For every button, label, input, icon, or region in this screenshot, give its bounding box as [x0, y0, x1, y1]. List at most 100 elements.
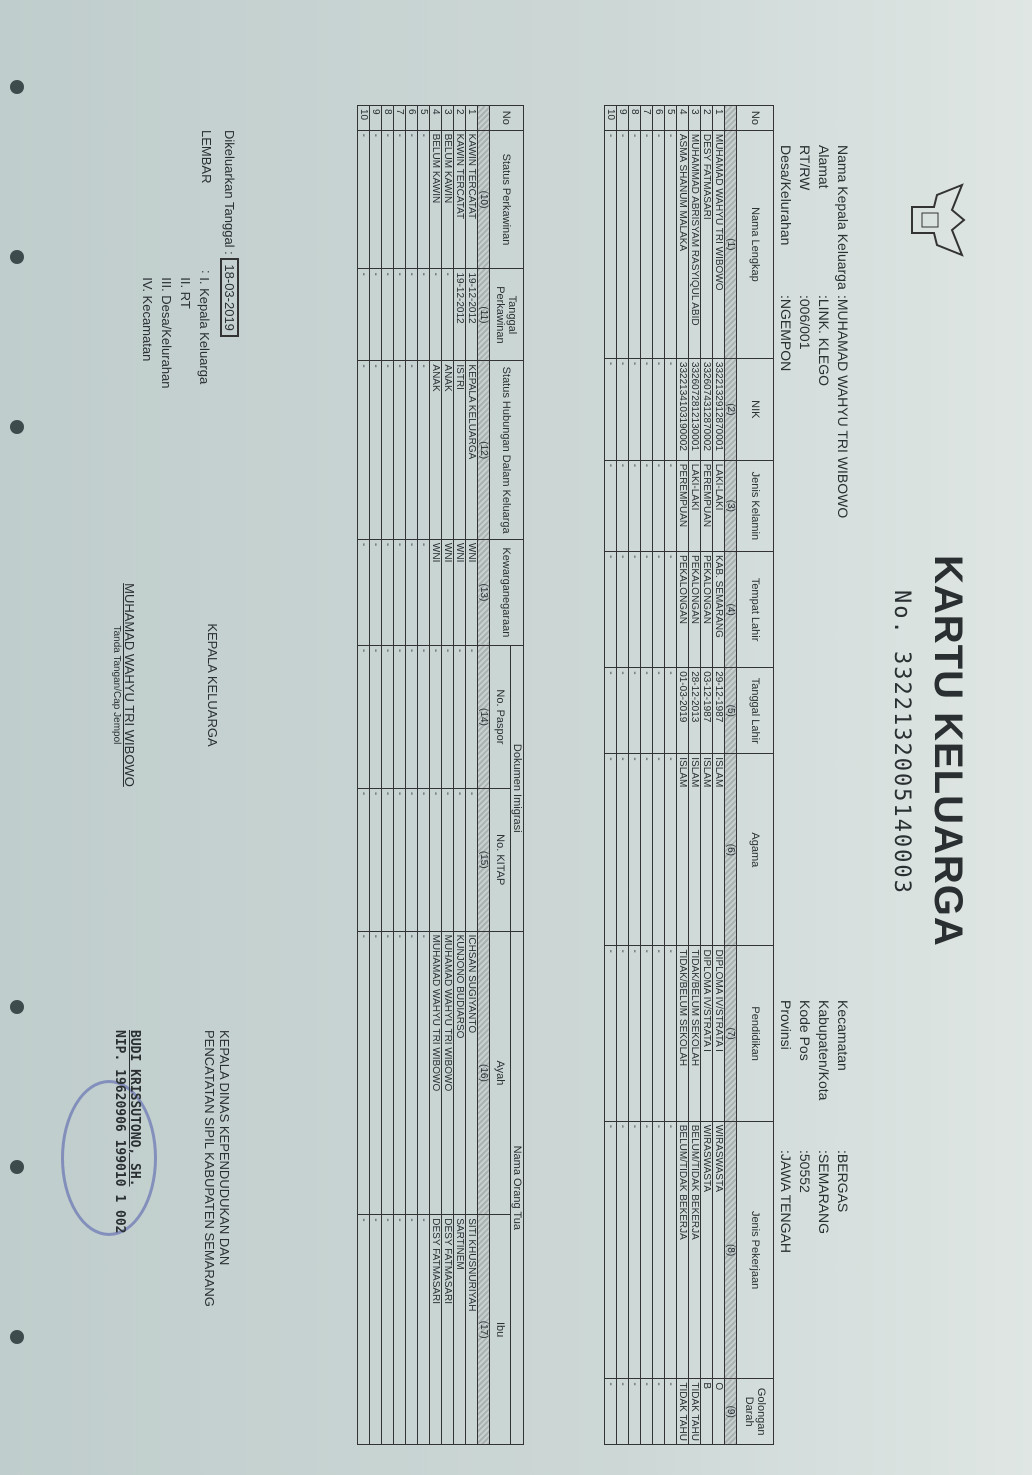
info-value: BERGAS: [835, 1153, 851, 1213]
table-cell: BELUM KAWIN: [441, 130, 454, 269]
column-number: (4): [724, 551, 737, 668]
table-cell: -: [664, 1121, 677, 1379]
column-number: (12): [477, 360, 490, 540]
table-cell: -: [604, 1378, 617, 1445]
table-cell: KAWIN TERCATAT: [453, 130, 466, 269]
official-signature: KEPALA DINAS KEPENDUDUKAN DAN PENCATATAN…: [112, 1030, 232, 1410]
table-cell: 7: [640, 105, 653, 131]
table-cell: -: [369, 539, 382, 646]
info-row: Alamat: LINK. KLEGO: [816, 145, 832, 387]
table-cell: -: [604, 1121, 617, 1379]
table-cell: -: [664, 130, 677, 359]
table-cell: -: [640, 667, 653, 754]
table-cell: LAKI-LAKI: [712, 460, 725, 552]
table-cell: -: [616, 358, 629, 461]
table-cell: -: [640, 551, 653, 668]
info-label: Alamat: [816, 145, 832, 189]
table-cell: -: [604, 551, 617, 668]
table-cell: -: [357, 268, 370, 361]
info-row: Provinsi: JAWA TENGAH: [778, 1000, 794, 1253]
table-cell: -: [640, 1378, 653, 1445]
table-cell: -: [465, 788, 478, 932]
table-cell: 3326074312870002: [700, 358, 713, 461]
table-cell: KAB. SEMARANG: [712, 551, 725, 668]
column-header: Tempat Lahir: [736, 551, 774, 668]
table-cell: -: [604, 753, 617, 946]
table-cell: -: [405, 268, 418, 361]
table-cell: PEREMPUAN: [700, 460, 713, 552]
table-cell: -: [628, 1378, 641, 1445]
table-cell: -: [652, 130, 665, 359]
table-cell: ICHSAN SUGIYANTO: [465, 931, 478, 1215]
issue-info: Dikeluarkan Tanggal : 18-03-2019 LEMBAR …: [140, 130, 239, 389]
table-cell: -: [357, 931, 370, 1215]
table-cell: -: [393, 130, 406, 269]
column-header: Jenis Kelamin: [736, 460, 774, 552]
punch-hole: [10, 1160, 24, 1174]
table-cell: PEKALONGAN: [688, 551, 701, 668]
punch-hole: [10, 250, 24, 264]
table-cell: -: [393, 360, 406, 540]
table-row: 2 KAWIN TERCATAT 19-12-2012 ISTRI WNI - - KUNJO…: [453, 105, 466, 1445]
table-row: 7---------: [640, 105, 653, 1445]
table-cell: -: [616, 551, 629, 668]
column-number: [477, 105, 490, 131]
column-number: (10): [477, 130, 490, 269]
info-row: Kabupaten/Kota: SEMARANG: [816, 1000, 832, 1235]
official-nip: NIP. 19620906 199010 1 002: [112, 1030, 127, 1234]
column-header: No: [736, 105, 774, 131]
table-cell: -: [381, 931, 394, 1215]
lembar-item: III. Desa/Kelurahan: [159, 277, 174, 389]
table-cell: ANAK: [429, 360, 442, 540]
table-cell: -: [417, 931, 430, 1215]
table-cell: TIDAK TAHU: [676, 1378, 689, 1445]
info-label: Kabupaten/Kota: [816, 1000, 832, 1101]
table-row: 2 DESY FATMASARI 3326074312870002 PEREMPUAN…: [700, 105, 713, 1445]
table-cell: -: [616, 667, 629, 754]
table-cell: -: [393, 931, 406, 1215]
table-cell: -: [405, 645, 418, 789]
table-cell: -: [628, 551, 641, 668]
table-row: 5---------: [664, 105, 677, 1445]
punch-hole: [10, 1000, 24, 1014]
table-row: 4 BELUM KAWIN - ANAK WNI - - MUHAMAD WAHYU TRI …: [429, 105, 442, 1445]
table-cell: -: [405, 788, 418, 932]
table-cell: 01-03-2019: [676, 667, 689, 754]
info-label: Desa/Kelurahan: [778, 145, 794, 246]
column-header: Tanggal Lahir: [736, 667, 774, 754]
lembar-item: IV. Kecamatan: [140, 277, 155, 362]
table-cell: -: [616, 130, 629, 359]
garuda-emblem-icon: [911, 183, 966, 257]
table-cell: -: [417, 268, 430, 361]
table-cell: 29-12-1987: [712, 667, 725, 754]
info-row: Kode Pos: 50552: [797, 1000, 813, 1193]
table-cell: LAKI-LAKI: [688, 460, 701, 552]
table-cell: -: [640, 358, 653, 461]
table-cell: -: [628, 1121, 641, 1379]
header-row: No Nama Lengkap NIK Jenis Kelamin Tempat Lah…: [736, 105, 774, 1445]
issued-date: 18-03-2019: [220, 258, 239, 337]
column-number: (11): [477, 268, 490, 361]
table-row: 6---------: [652, 105, 665, 1445]
table-cell: -: [640, 130, 653, 359]
table-row: 8--------: [381, 105, 394, 1445]
table-cell: ASMA SHANUM MALAKA: [676, 130, 689, 359]
table-cell: -: [381, 788, 394, 932]
table-cell: -: [640, 945, 653, 1122]
table-cell: 5: [664, 105, 677, 131]
table-cell: -: [604, 130, 617, 359]
table-cell: ISLAM: [676, 753, 689, 946]
household-info-right: Kecamatan: BERGAS Kabupaten/Kota: SEMARAN…: [776, 1000, 852, 1253]
table-cell: 19-12-2012: [465, 268, 478, 361]
official-name: BUDI KRISSUTONO, SH.: [127, 1030, 142, 1187]
table-cell: TIDAK/BELUM SEKOLAH: [676, 945, 689, 1122]
table-cell: ISLAM: [712, 753, 725, 946]
column-header: Kewarganegaraan: [489, 539, 524, 646]
table-row: 8---------: [628, 105, 641, 1445]
table-cell: PEKALONGAN: [676, 551, 689, 668]
column-header: Ayah: [489, 931, 511, 1215]
column-header: No. Paspor: [489, 645, 511, 789]
table-cell: BELUM KAWIN: [429, 130, 442, 269]
table-cell: -: [369, 268, 382, 361]
table-cell: -: [628, 460, 641, 552]
